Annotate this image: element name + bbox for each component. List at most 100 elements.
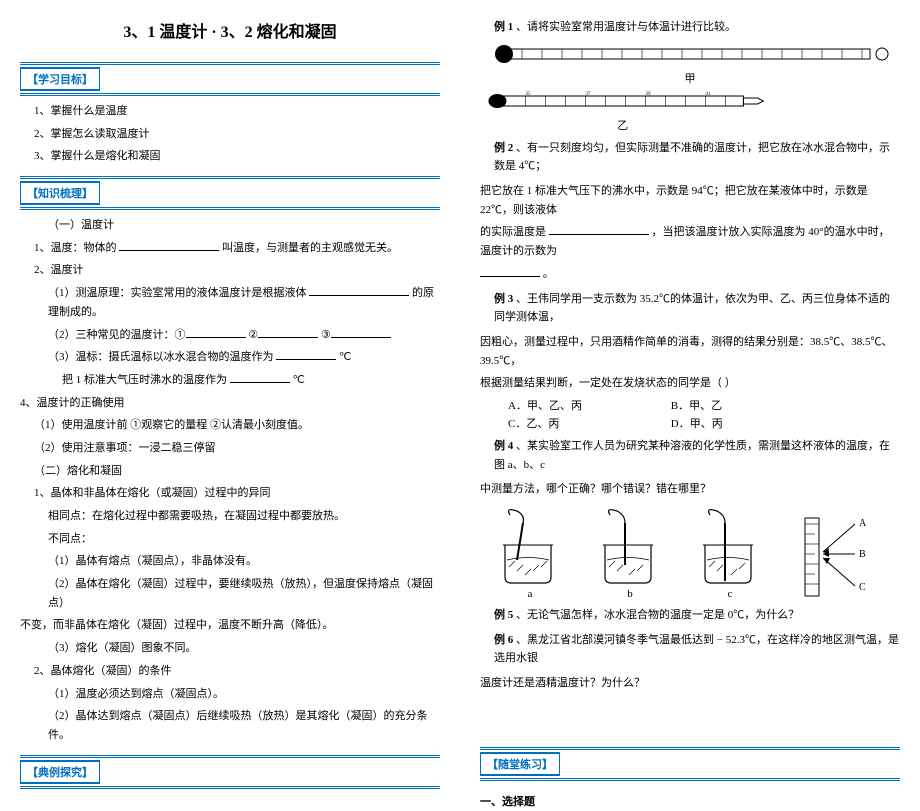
beaker-icon: [695, 505, 765, 585]
beaker-icon: [595, 505, 665, 585]
text: 、某实验室工作人员为研究某种溶液的化学性质，需测量这杯液体的温度，在图 a、b、…: [494, 440, 890, 471]
outline-l4a: （1）使用温度计前 ①观察它的量程 ②认清最小刻度值。: [20, 416, 440, 435]
example-3-label: 例 3: [494, 293, 513, 305]
practice-h: 一、选择题: [480, 793, 900, 811]
options-row1: A．甲、乙、丙 B．甲、乙: [508, 397, 900, 413]
opt-a: A．甲、乙、丙: [508, 397, 668, 413]
text: 1、温度：物体的: [34, 242, 117, 254]
label-B: B: [859, 549, 866, 560]
options-row2: C．乙、丙 D．甲、丙: [508, 415, 900, 431]
outline-m1: 1、晶体和非晶体在熔化（或凝固）过程中的异同: [20, 484, 440, 503]
outline-l2c: （3）温标：摄氏温标以冰水混合物的温度作为 ℃: [20, 348, 440, 367]
section-examples-label: 【典例探究】: [20, 760, 100, 784]
text: 把 1 标准大气压时沸水的温度作为: [62, 374, 227, 386]
opt-d: D．甲、丙: [671, 418, 723, 430]
beaker-a: a: [495, 505, 565, 600]
goal-1: 1、掌握什么是温度: [20, 102, 440, 121]
outline-l2b: （2）三种常见的温度计：① ② ③: [20, 326, 440, 345]
ruler-read: A B C: [795, 514, 885, 600]
goal-2: 2、掌握怎么读取温度计: [20, 125, 440, 144]
text: ℃: [339, 351, 351, 363]
blank: [331, 327, 391, 338]
outline-l4b: （2）使用注意事项：一浸二稳三停留: [20, 439, 440, 458]
text: ③: [321, 329, 331, 341]
text: 、无论气温怎样，冰水混合物的温度一定是 0℃，为什么？: [516, 609, 799, 621]
opt-b: B．甲、乙: [671, 400, 722, 412]
example-6: 例 6 、黑龙江省北部漠河镇冬季气温最低达到 − 52.3℃，在这样冷的地区测气…: [480, 631, 900, 668]
outline-m2b: （2）晶体达到熔点（凝固点）后继续吸热（放热）是其熔化（凝固）的充分条件。: [20, 707, 440, 744]
outline-l2: 2、温度计: [20, 261, 440, 280]
beaker-b: b: [595, 505, 665, 600]
text: （3）温标：摄氏温标以冰水混合物的温度作为: [48, 351, 274, 363]
text: 叫温度，与测量者的主观感觉无关。: [222, 242, 398, 254]
section-goals: 【学习目标】: [20, 62, 440, 96]
outline-m1d: （2）晶体在熔化（凝固）过程中，要继续吸热（放热），但温度保持熔点（凝固点）: [20, 575, 440, 612]
ruler-icon: A B C: [795, 514, 885, 600]
thermometer-b: 35373941: [480, 90, 900, 115]
beaker-icon: [495, 505, 565, 585]
thermometer-icon: [484, 43, 900, 65]
outline-l1: 1、温度：物体的 叫温度，与测量者的主观感觉无关。: [20, 239, 440, 258]
example-3-p2: 因粗心，测量过程中，只用酒精作简单的消毒，测得的结果分别是：38.5℃、38.5…: [480, 333, 900, 370]
example-6-label: 例 6: [494, 634, 513, 646]
outline-h1: （一）温度计: [20, 216, 440, 235]
label-C: C: [859, 582, 866, 593]
example-4-label: 例 4: [494, 440, 513, 452]
example-5: 例 5 、无论气温怎样，冰水混合物的温度一定是 0℃，为什么？: [480, 606, 900, 625]
outline-m1b: 不同点：: [20, 530, 440, 549]
spacer: [480, 697, 900, 737]
beaker-c: c: [695, 505, 765, 600]
text: 、王伟同学用一支示数为 35.2℃的体温计，依次为甲、乙、丙三位身体不适的同学测…: [494, 293, 890, 324]
thermo-a-label: 甲: [480, 70, 900, 86]
example-2-label: 例 2: [494, 142, 513, 154]
text: ℃: [293, 374, 305, 386]
example-3: 例 3 、王伟同学用一支示数为 35.2℃的体温计，依次为甲、乙、丙三位身体不适…: [480, 290, 900, 327]
outline-m2a: （1）温度必须达到熔点（凝固点）。: [20, 685, 440, 704]
text: （1）测温原理：实验室常用的液体温度计是根据液体: [48, 287, 307, 299]
section-practice-label: 【随堂练习】: [480, 752, 560, 776]
text: 。: [543, 268, 554, 280]
example-3-p3: 根据测量结果判断，一定处在发烧状态的同学是（ ）: [480, 374, 900, 393]
opt-c: C．乙、丙: [508, 415, 668, 431]
page-title: 3、1 温度计 · 3、2 熔化和凝固: [20, 18, 440, 42]
outline-m1a: 相同点：在熔化过程中都需要吸热，在凝固过程中都要放热。: [20, 507, 440, 526]
left-column: 3、1 温度计 · 3、2 熔化和凝固 【学习目标】 1、掌握什么是温度 2、掌…: [0, 0, 460, 651]
outline-m2: 2、晶体熔化（凝固）的条件: [20, 662, 440, 681]
outline-l2a: （1）测温原理：实验室常用的液体温度计是根据液体 的原理制成的。: [20, 284, 440, 321]
goal-3: 3、掌握什么是熔化和凝固: [20, 147, 440, 166]
example-5-label: 例 5: [494, 609, 513, 621]
example-4-p2: 中测量方法，哪个正确？哪个错误？错在哪里？: [480, 480, 900, 499]
example-1-text: 、请将实验室常用温度计与体温计进行比较。: [516, 21, 736, 33]
outline-l2d: 把 1 标准大气压时沸水的温度作为 ℃: [20, 371, 440, 390]
blank: [276, 349, 336, 360]
blank: [549, 224, 649, 235]
example-2: 例 2 、有一只刻度均匀，但实际测量不准确的温度计，把它放在冰水混合物中，示数是…: [480, 139, 900, 176]
blank: [186, 327, 246, 338]
text: ②: [248, 329, 258, 341]
svg-text:41: 41: [705, 92, 711, 97]
blank: [480, 266, 540, 277]
right-column: 例 1 、请将实验室常用温度计与体温计进行比较。 甲 35373941: [460, 0, 920, 651]
text: 、黑龙江省北部漠河镇冬季气温最低达到 − 52.3℃，在这样冷的地区测气温，是选…: [494, 634, 899, 665]
blank: [309, 285, 409, 296]
section-outline: 【知识梳理】: [20, 176, 440, 210]
outline-h2: （二）熔化和凝固: [20, 462, 440, 481]
text: 的实际温度是: [480, 226, 546, 238]
label-A: A: [859, 518, 867, 529]
beaker-a-label: a: [495, 588, 565, 600]
example-4: 例 4 、某实验室工作人员为研究某种溶液的化学性质，需测量这杯液体的温度，在图 …: [480, 437, 900, 474]
outline-m1c: （1）晶体有熔点（凝固点），非晶体没有。: [20, 552, 440, 571]
svg-text:35: 35: [525, 92, 531, 97]
beaker-b-label: b: [595, 588, 665, 600]
section-outline-label: 【知识梳理】: [20, 181, 100, 205]
example-2-p4: 。: [480, 265, 900, 284]
blank: [258, 327, 318, 338]
example-1-label: 例 1: [494, 21, 513, 33]
svg-text:37: 37: [585, 92, 591, 97]
text: 、有一只刻度均匀，但实际测量不准确的温度计，把它放在冰水混合物中，示数是 4℃；: [494, 142, 890, 173]
thermo-b-label: 乙: [480, 117, 766, 133]
example-6-p2: 温度计还是酒精温度计？为什么？: [480, 674, 900, 693]
beaker-c-label: c: [695, 588, 765, 600]
blank: [230, 372, 290, 383]
section-examples: 【典例探究】: [20, 755, 440, 789]
